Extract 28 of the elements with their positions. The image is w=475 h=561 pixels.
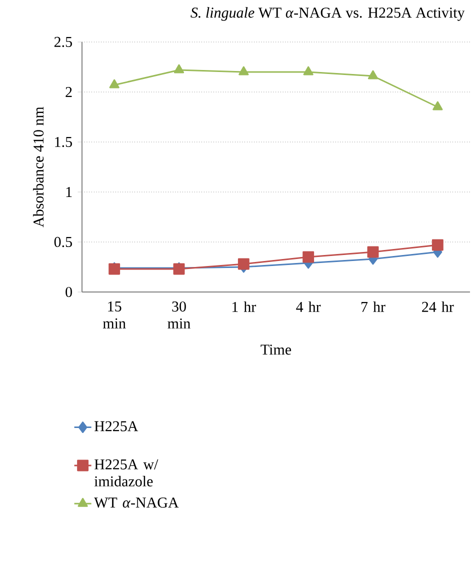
point (302, 251, 314, 263)
y-tick-label: 0 (66, 286, 72, 298)
point (432, 101, 443, 110)
x-tick-label: 15 min (102, 301, 126, 328)
point (303, 66, 314, 76)
point (238, 258, 250, 270)
legend-label: H225A w/ imidazole (94, 459, 158, 486)
legend-label: H225A (94, 421, 138, 432)
x-tick-label: 7 hr (361, 301, 386, 312)
x-axis-title: Time (260, 344, 292, 355)
y-axis-title: Absorbance 410 nm (33, 106, 44, 228)
x-tick-label: 1 hr (232, 301, 256, 312)
y-tick-label: 1 (66, 187, 72, 197)
y-tick-label: 1.5 (55, 136, 72, 148)
y-tick-label: 0.5 (54, 236, 72, 248)
y-tick-label: 2 (66, 87, 72, 97)
legend-label: WT α-NAGA (94, 498, 179, 508)
x-tick-label: 4 hr (296, 301, 321, 312)
point (174, 64, 184, 74)
chart-title: S. linguale WT α-NAGA vs. H225A Activity (190, 7, 465, 21)
x-tick-label: 30 min (168, 301, 190, 328)
point (238, 66, 249, 76)
point (109, 79, 120, 88)
x-tick-label: 24 hr (422, 301, 454, 312)
point (432, 239, 444, 251)
point (367, 246, 379, 258)
y-tick-label: 2.5 (54, 36, 72, 48)
point (368, 70, 378, 80)
